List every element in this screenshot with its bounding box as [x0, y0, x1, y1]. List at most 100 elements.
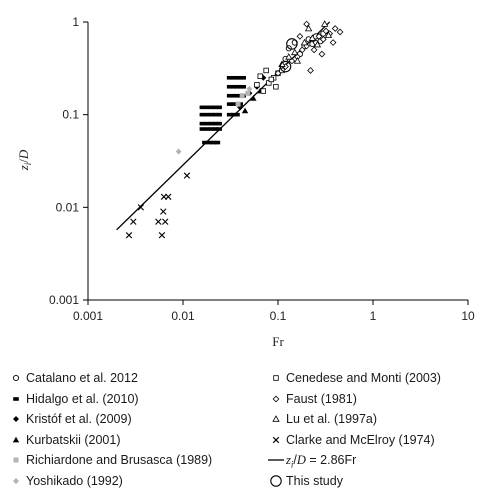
y-tick-label: 1 — [72, 15, 79, 29]
legend-label: Cenedese and Monti (2003) — [286, 371, 441, 385]
data-point-square-open — [273, 84, 279, 90]
data-point-diamond-open — [315, 32, 323, 40]
data-point-triangle-open — [304, 24, 313, 32]
scatter-chart: 0.001 0.01 0.1 1 10 0.001 0.01 0.1 1 Fr zi/D — [16, 15, 475, 349]
x-tick-label: 1 — [370, 309, 377, 323]
data-point-square-open — [268, 76, 274, 83]
y-ticks: 0.001 0.01 0.1 1 — [49, 15, 88, 307]
data-point-square-open — [257, 73, 263, 79]
data-point-square-filled — [199, 105, 206, 110]
data-point-square-filled — [234, 75, 240, 80]
legend-marker-triangle-open — [272, 415, 280, 422]
data-point-square-filled — [230, 75, 237, 80]
data-point-diamond-open — [322, 27, 330, 35]
data-point-triangle-filled — [250, 95, 257, 101]
data-point-square-filled — [199, 112, 206, 117]
data-point-square-filled — [216, 127, 222, 131]
legend-marker — [12, 374, 20, 382]
data-point-square-filled — [204, 112, 211, 117]
data-point-diamond-open — [296, 32, 304, 40]
x-tick-label: 0.1 — [270, 309, 287, 323]
legend-marker — [13, 396, 19, 401]
legend-marker-square-open — [273, 375, 279, 381]
data-point-square-gray — [245, 90, 251, 96]
data-points — [125, 20, 344, 239]
data-point-diamond-open — [319, 35, 327, 43]
legend-label: Kristóf et al. (2009) — [26, 412, 132, 426]
data-point-square-filled — [240, 75, 246, 80]
data-point-square-filled — [212, 105, 219, 110]
legend-marker-x — [272, 436, 280, 443]
data-point-square-filled — [208, 105, 215, 110]
data-point-square-filled — [208, 112, 215, 117]
y-tick-label: 0.01 — [56, 200, 80, 214]
data-point-square-filled — [230, 112, 237, 117]
data-point-x — [125, 232, 133, 239]
data-point-diamond-open — [329, 39, 337, 46]
data-point-x — [183, 172, 191, 179]
data-point-square-filled — [216, 105, 222, 110]
fit-line-path — [116, 21, 331, 231]
legend-label: Richiardone and Brusasca (1989) — [26, 453, 213, 467]
data-point-square-filled — [204, 121, 211, 126]
data-point-circle-large — [279, 60, 292, 73]
data-point-square-filled — [226, 102, 233, 106]
data-point-square-filled — [230, 84, 237, 89]
data-point-square-open — [254, 82, 260, 88]
data-point-diamond-open — [274, 69, 282, 77]
data-point-diamond-open — [307, 67, 314, 74]
x-tick-label: 0.01 — [171, 309, 195, 323]
data-point-square-filled — [212, 112, 219, 117]
data-point-square-gray — [239, 93, 245, 99]
legend-label: Catalano et al. 2012 — [26, 371, 138, 385]
data-point-square-filled — [230, 102, 237, 106]
data-point-triangle-open — [285, 53, 293, 60]
data-point-square-filled — [226, 75, 233, 80]
legend-marker-square-filled — [13, 396, 19, 401]
data-point-circle-large — [286, 38, 298, 50]
legend-marker — [13, 477, 19, 484]
legend-label: Kurbatskii (2001) — [26, 432, 121, 447]
data-point-square-open — [263, 67, 269, 74]
y-tick-label: 0.1 — [62, 108, 79, 122]
legend-label: Yoshikado (1992) — [26, 473, 123, 488]
legend-marker — [270, 474, 282, 487]
data-point-square-filled — [226, 84, 233, 89]
legend-label: Lu et al. (1997a) — [286, 412, 378, 426]
legend-marker — [12, 436, 20, 442]
legend-label: Faust (1981) — [286, 391, 357, 406]
data-point-square-filled — [212, 121, 219, 126]
legend-marker-diamond-open — [272, 395, 280, 402]
data-point-x — [160, 208, 167, 215]
data-point-square-filled — [199, 121, 206, 126]
legend-marker — [272, 415, 280, 422]
data-point-square-filled — [216, 121, 222, 126]
data-point-square-gray — [235, 101, 241, 107]
data-point-square-filled — [208, 127, 215, 131]
data-point-square-filled — [208, 121, 215, 126]
data-point-diamond-open — [318, 50, 326, 58]
data-point-diamond-gray — [175, 148, 182, 155]
legend-marker — [272, 395, 280, 402]
legend-marker — [13, 457, 19, 463]
data-point-x — [158, 232, 166, 239]
data-point-square-filled — [212, 127, 219, 131]
data-point-square-filled — [204, 105, 211, 110]
data-point-x — [155, 218, 162, 225]
data-point-square-filled — [214, 140, 221, 145]
data-point-diamond-open — [288, 57, 296, 65]
data-point-square-filled — [204, 127, 211, 131]
x-axis-label: Fr — [272, 334, 284, 349]
data-point-x — [137, 204, 145, 211]
data-point-square-filled — [237, 84, 243, 89]
data-point-diamond-open — [310, 46, 318, 54]
data-point-triangle-open — [300, 38, 309, 46]
data-point-square-filled — [216, 112, 222, 117]
data-point-square-filled — [230, 93, 237, 98]
data-point-square-filled — [226, 112, 233, 117]
data-point-x — [162, 218, 169, 225]
data-point-square-filled — [234, 93, 240, 98]
data-point-square-filled — [202, 140, 208, 145]
legend-marker-diamond-filled — [13, 416, 19, 422]
data-point-triangle-open — [308, 34, 317, 41]
